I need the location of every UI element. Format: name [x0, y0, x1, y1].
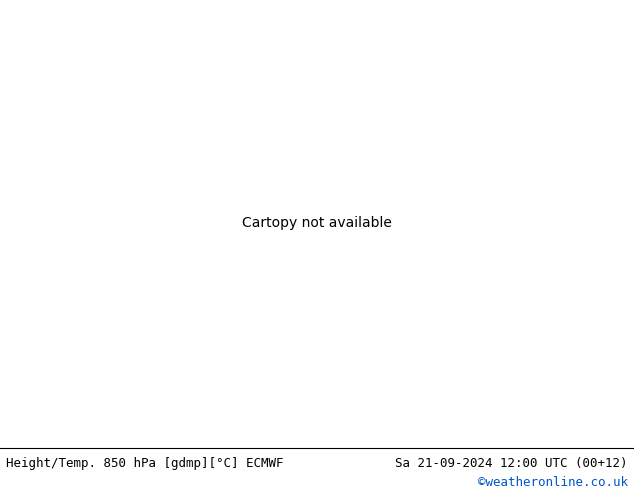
Text: Sa 21-09-2024 12:00 UTC (00+12): Sa 21-09-2024 12:00 UTC (00+12) [395, 457, 628, 470]
Text: Cartopy not available: Cartopy not available [242, 217, 392, 230]
Text: Height/Temp. 850 hPa [gdmp][°C] ECMWF: Height/Temp. 850 hPa [gdmp][°C] ECMWF [6, 457, 284, 470]
Text: ©weatheronline.co.uk: ©weatheronline.co.uk [477, 476, 628, 489]
